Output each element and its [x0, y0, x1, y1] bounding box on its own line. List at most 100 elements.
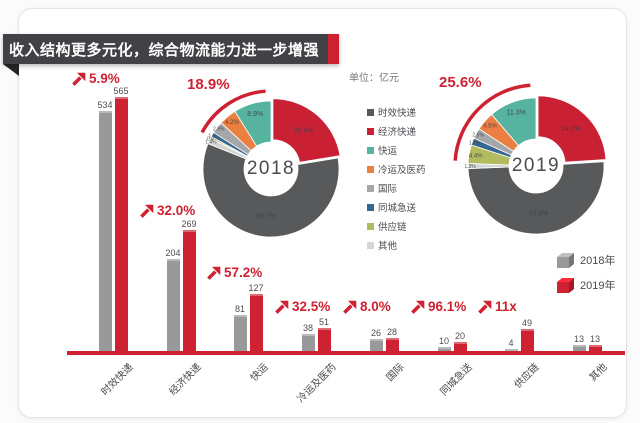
x-axis-line — [67, 351, 625, 355]
growth-arrow-icon — [207, 266, 221, 280]
legend-item-冷运及医药: 冷运及医药 — [367, 162, 426, 176]
bar-value-label: 13 — [589, 334, 600, 345]
bar-value-label: 51 — [318, 317, 329, 328]
pie-slice-label: 58.7% — [256, 213, 276, 220]
bar-2019年-冷运及医药 — [317, 328, 331, 351]
bar-2019年-时效快递 — [114, 97, 128, 351]
pie-slice-label: 1.2% — [464, 164, 476, 170]
pie-slice-经济快递 — [272, 98, 341, 163]
pie-slice-label: 4.4% — [469, 153, 483, 159]
x-tick-冷运及医药: 冷运及医药 — [295, 361, 339, 405]
legend-label: 冷运及医药 — [378, 165, 426, 176]
cube-swatch-icon — [557, 252, 574, 268]
title-banner: 收入结构更多元化，综合物流能力进一步增强 — [3, 34, 339, 64]
legend-swatch — [367, 203, 374, 211]
bar-2019年-快运 — [249, 293, 263, 351]
bar-value-label: 565 — [113, 86, 129, 97]
year-legend-label: 2018年 — [580, 255, 616, 267]
bar-value-label: 49 — [521, 317, 532, 328]
growth-label-冷运及医药: 32.5% — [275, 299, 330, 314]
year-legend-label: 2019年 — [580, 280, 616, 292]
pie-slice-快运 — [491, 97, 537, 147]
x-tick-时效快递: 时效快递 — [99, 361, 136, 398]
growth-arrow-icon — [72, 72, 86, 86]
growth-label-同城急送: 96.1% — [411, 299, 466, 314]
bar-value-label: 4 — [508, 338, 514, 348]
pie-slice-快运 — [234, 100, 272, 147]
legend-swatch — [367, 241, 374, 249]
legend-swatch — [367, 165, 374, 173]
pie-slice-label: 24.0% — [561, 126, 581, 133]
year-legend-item: 2019年 — [557, 277, 615, 293]
growth-arrow-icon — [411, 300, 425, 314]
donut-svg-2018: 22.4% 58.7% 1.4%0.4%1.1%2.9%4.2% 8.9% — [200, 89, 341, 238]
bar-2019年-其他 — [588, 345, 602, 351]
growth-arrow-icon — [343, 300, 357, 314]
pie-slice-label: 2.9% — [213, 127, 225, 133]
growth-value: 96.1% — [428, 299, 467, 314]
legend-swatch — [367, 222, 374, 230]
bar-2018年-冷运及医药 — [301, 333, 315, 351]
bar-value-label: 127 — [248, 282, 264, 293]
pie-slice-label: 1.4% — [205, 140, 217, 146]
growth-value: 8.0% — [360, 299, 391, 314]
new-business-share-2019: 25.6% — [439, 74, 482, 91]
x-tick-经济快递: 经济快递 — [167, 361, 204, 398]
bar-value-label: 269 — [181, 219, 197, 230]
pie-slice-label: 4.5% — [483, 124, 497, 130]
growth-arrow-icon — [140, 204, 154, 218]
bar-2018年-同城急送 — [437, 346, 451, 351]
bar-2018年-其他 — [572, 345, 586, 351]
bar-2018年-国际 — [369, 339, 383, 351]
donut-2019: 24.0% 50.4% 1.2% 4.4% 1.7% 2.5% 4.5% 11.3% 2019 — [451, 81, 621, 251]
bar-2018年-供应链 — [504, 349, 518, 351]
legend-label: 快运 — [378, 146, 398, 157]
segment-legend: 时效快递 经济快递 快运 冷运及医药 国际 同城急送 供应链 其他 — [367, 105, 426, 257]
bar-value-label: 81 — [234, 303, 245, 314]
legend-item-国际: 国际 — [367, 181, 426, 195]
legend-label: 国际 — [378, 184, 398, 195]
x-tick-同城急送: 同城急送 — [438, 361, 475, 398]
legend-swatch — [367, 146, 374, 154]
pie-slice-经济快递 — [537, 95, 607, 163]
x-tick-快运: 快运 — [248, 361, 271, 384]
bar-chart: 534 565 5.9% 时效快递 204 269 32.0% 经济快递 81 127 57.2% 快… — [19, 9, 626, 417]
bar-2018年-时效快递 — [98, 111, 112, 351]
growth-value: 5.9% — [89, 71, 120, 86]
pie-slice-label: 22.4% — [294, 127, 314, 134]
pie-slice-label: 4.2% — [225, 120, 239, 126]
new-business-arc — [453, 83, 531, 161]
growth-label-经济快递: 32.0% — [140, 203, 195, 218]
bar-value-label: 534 — [97, 100, 113, 111]
legend-label: 供应链 — [378, 222, 407, 233]
bar-value-label: 20 — [454, 331, 465, 342]
new-business-arc — [200, 89, 266, 134]
pie-slice-label: 2.5% — [472, 132, 484, 138]
bar-2018年-快运 — [233, 314, 247, 351]
legend-swatch — [367, 184, 374, 192]
bar-value-label: 10 — [438, 335, 449, 346]
growth-value: 11x — [495, 299, 517, 314]
growth-label-快运: 57.2% — [207, 265, 262, 280]
legend-label: 其他 — [378, 241, 398, 252]
growth-label-时效快递: 5.9% — [72, 71, 120, 86]
bar-value-label: 28 — [386, 327, 397, 338]
x-tick-其他: 其他 — [587, 361, 610, 384]
infographic-card: 收入结构更多元化，综合物流能力进一步增强 单位：亿元 18.9% 25.6% 时… — [3, 8, 627, 418]
donut-svg-2019: 24.0% 50.4% 1.2% 4.4% 1.7% 2.5% 4.5% 11.3% — [453, 83, 607, 235]
growth-value: 32.5% — [292, 299, 331, 314]
pie-slice-时效快递 — [202, 143, 340, 238]
legend-label: 经济快递 — [378, 127, 417, 138]
year-legend: 2018年 2019年 — [557, 252, 615, 302]
pie-slice-label: 8.9% — [247, 111, 263, 118]
cube-swatch-icon — [557, 277, 574, 293]
bar-value-label: 204 — [165, 248, 181, 259]
new-business-share-2018: 18.9% — [187, 76, 230, 93]
growth-arrow-icon — [275, 300, 289, 314]
growth-label-国际: 8.0% — [343, 299, 391, 314]
bar-2019年-国际 — [385, 338, 399, 351]
pie-slice-label: 11.3% — [506, 109, 525, 116]
legend-item-同城急送: 同城急送 — [367, 200, 426, 214]
pie-slice-label: 0.4% — [207, 136, 219, 142]
growth-arrow-icon — [478, 300, 492, 314]
